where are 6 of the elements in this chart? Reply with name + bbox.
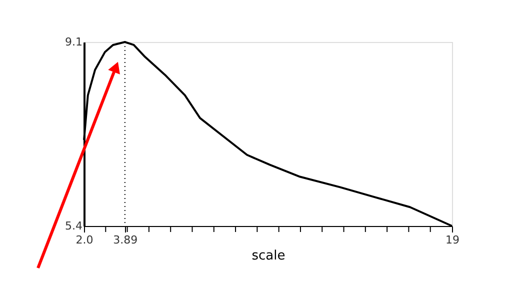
y-tick-label: 5.4 bbox=[65, 220, 82, 232]
x-tick-label: 3.89 bbox=[113, 234, 138, 246]
x-tick-label: 19 bbox=[446, 234, 460, 246]
x-tick-label: 2.0 bbox=[76, 234, 94, 246]
y-tick-label: 9.1 bbox=[65, 36, 82, 48]
x-axis-title: scale bbox=[252, 248, 286, 264]
